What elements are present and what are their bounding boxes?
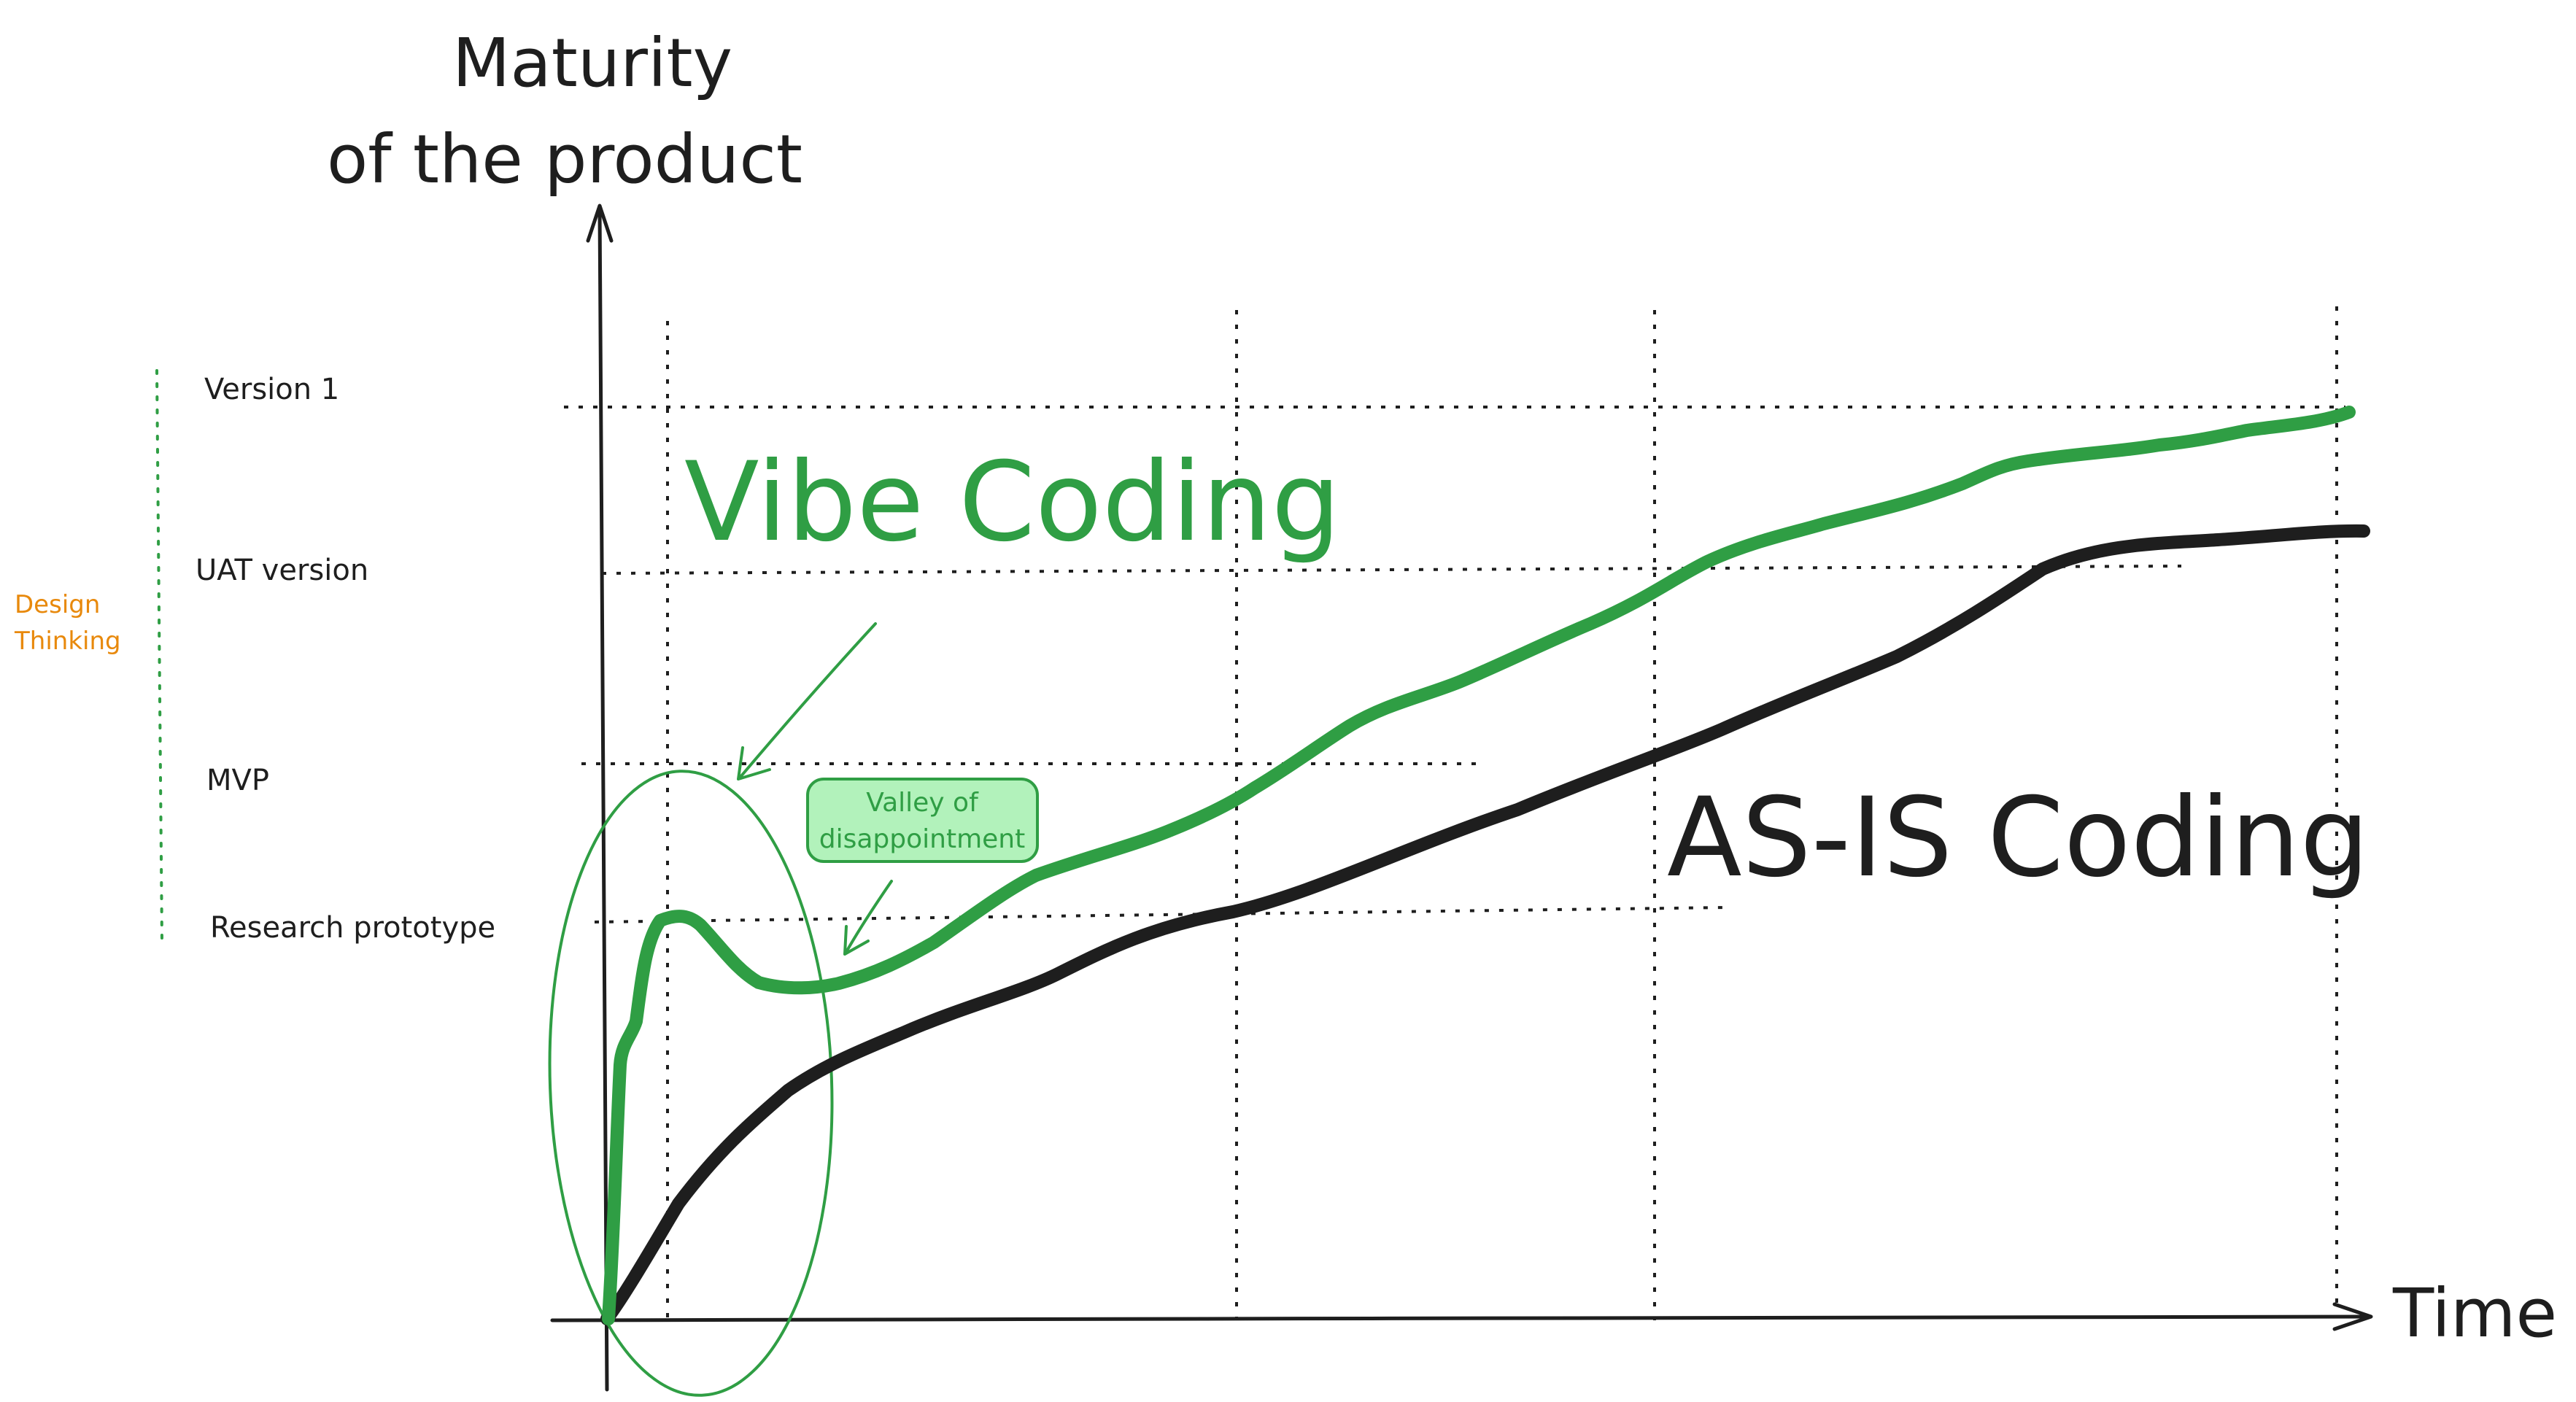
side-label-line2: Thinking <box>14 627 121 656</box>
grid-vertical <box>666 306 2338 1320</box>
vibe-pointer-line <box>739 622 877 778</box>
asis-coding-curve <box>600 524 2370 1325</box>
x-axis <box>550 1314 2372 1322</box>
vibe-coding-curve <box>602 406 2356 1325</box>
side-label-line1: Design <box>15 590 100 619</box>
level-label-research: Research prototype <box>210 911 495 945</box>
vibe-coding-label: Vibe Coding <box>684 439 1341 566</box>
x-axis-title: Time <box>2392 1274 2557 1352</box>
level-line-uat <box>601 565 2182 575</box>
level-label-uat: UAT version <box>196 554 368 587</box>
valley-note: Valley of disappointment <box>806 778 1039 863</box>
valley-note-line1: Valley of <box>866 788 979 818</box>
asis-coding-label: AS-IS Coding <box>1667 775 2370 902</box>
early-phase-ellipse <box>548 770 834 1397</box>
grid-horizontal <box>564 406 2345 923</box>
vibe-pointer-arrowhead-icon <box>737 746 771 781</box>
y-axis <box>597 206 609 1392</box>
level-label-version1: Version 1 <box>204 373 339 406</box>
valley-note-box <box>806 778 1039 863</box>
level-line-research <box>594 906 1728 923</box>
vibe-pointer-arrow <box>737 622 877 781</box>
y-axis-arrow-icon <box>586 204 614 243</box>
level-label-mvp: MVP <box>206 764 269 797</box>
valley-pointer-line <box>845 880 893 953</box>
valley-note-line2: disappointment <box>819 824 1025 854</box>
valley-pointer-arrowhead-icon <box>843 925 870 956</box>
y-axis-title-line1: Maturity <box>452 24 732 102</box>
valley-pointer-arrow <box>843 880 893 956</box>
y-axis-title-line2: of the product <box>327 120 802 198</box>
design-thinking-bracket <box>155 369 163 942</box>
x-axis-arrow-icon <box>2332 1302 2373 1331</box>
